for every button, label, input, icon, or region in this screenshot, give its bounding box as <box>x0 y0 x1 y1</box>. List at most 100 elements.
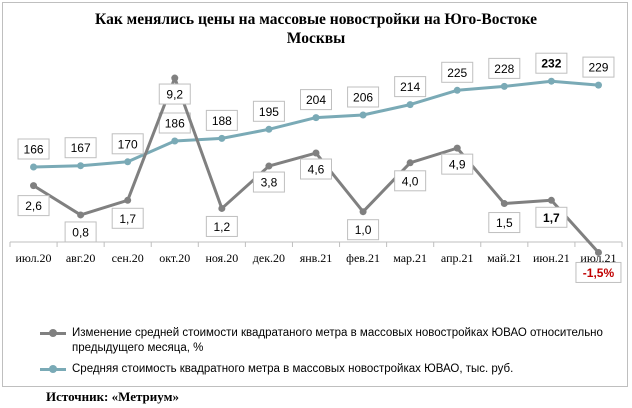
data-label-box-avg-price <box>111 133 144 155</box>
data-point-percent-change <box>171 74 179 82</box>
data-point-percent-change <box>594 248 602 256</box>
data-label-avg-price: 214 <box>400 80 420 94</box>
legend-marker-avg-price <box>49 365 57 373</box>
data-point-avg-price <box>171 137 179 145</box>
data-label-box-percent-change <box>205 215 238 237</box>
source-note: Источник: «Метриум» <box>46 389 179 404</box>
data-label-percent-change: 1,7 <box>543 211 560 225</box>
data-label-percent-change: 1,0 <box>355 223 372 237</box>
data-point-percent-change <box>77 211 85 219</box>
legend-entry-avg-price: Средняя стоимость квадратного метра в ма… <box>36 362 616 377</box>
data-label-avg-price: 186 <box>165 117 185 131</box>
data-label-box-avg-price <box>347 86 380 108</box>
data-label-box-percent-change <box>394 170 427 192</box>
data-label-box-avg-price <box>488 57 521 79</box>
data-point-percent-change <box>124 196 132 204</box>
data-label-box-avg-price <box>252 100 285 122</box>
x-tick-label: апр.21 <box>441 251 474 265</box>
x-tick-label: сен.20 <box>112 251 144 265</box>
x-tick-label: окт.20 <box>159 251 190 265</box>
data-label-box-avg-price <box>535 52 568 74</box>
data-label-percent-change: 0,8 <box>72 225 89 239</box>
chart-frame <box>2 2 628 387</box>
chart-title-line-1: Как менялись цены на массовые новостройк… <box>95 11 537 28</box>
data-point-avg-price <box>124 158 132 166</box>
data-point-percent-change <box>265 162 273 170</box>
data-label-avg-price: 204 <box>306 93 326 107</box>
data-label-box-avg-price <box>205 109 238 131</box>
data-label-box-percent-change <box>575 261 622 283</box>
data-label-percent-change: 4,6 <box>308 163 325 177</box>
data-point-percent-change <box>453 144 461 152</box>
data-label-avg-price: 206 <box>353 91 373 105</box>
data-label-box-percent-change <box>535 206 568 228</box>
data-point-percent-change <box>359 208 367 216</box>
data-label-percent-change: 4,9 <box>449 158 466 172</box>
data-label-box-avg-price <box>582 56 615 78</box>
data-label-percent-change: 4,0 <box>402 174 419 188</box>
data-point-percent-change <box>312 149 320 157</box>
data-label-avg-price: 229 <box>588 61 608 75</box>
data-label-box-percent-change <box>111 207 144 229</box>
data-label-box-avg-price <box>64 137 97 159</box>
x-tick-label: июл.20 <box>15 251 51 265</box>
data-label-box-percent-change <box>347 219 380 241</box>
data-label-box-avg-price <box>17 138 50 160</box>
data-label-avg-price: 170 <box>118 137 138 151</box>
data-label-box-percent-change <box>488 212 521 234</box>
data-point-avg-price <box>30 163 38 171</box>
chart-title-line-2: Москвы <box>286 30 346 47</box>
data-point-avg-price <box>547 77 555 85</box>
legend-entry-percent-change: Изменение средней стоимости квадратаного… <box>36 326 616 356</box>
data-label-avg-price: 228 <box>494 62 514 76</box>
data-point-avg-price <box>359 111 367 119</box>
data-label-percent-change: 1,7 <box>119 212 136 226</box>
data-label-box-percent-change <box>300 158 332 180</box>
data-point-avg-price <box>218 134 226 142</box>
data-point-percent-change <box>547 196 555 204</box>
legend-label-percent-change-line-2: предыдущего месяца, % <box>72 342 204 354</box>
data-label-percent-change: 1,2 <box>214 220 231 234</box>
chart-title: Как менялись цены на массовые новостройк… <box>0 10 632 48</box>
data-label-avg-price: 188 <box>212 114 232 128</box>
data-label-avg-price: 195 <box>259 105 279 119</box>
chart-legend: Изменение средней стоимости квадратаного… <box>36 326 616 381</box>
data-point-percent-change <box>218 204 226 212</box>
x-tick-label: июл.21 <box>580 251 616 265</box>
data-label-box-percent-change <box>64 221 97 243</box>
data-point-avg-price <box>453 86 461 94</box>
data-point-percent-change <box>500 200 508 208</box>
data-label-percent-change: 3,8 <box>261 176 278 190</box>
x-tick-label: янв.21 <box>300 251 333 265</box>
x-tick-label: фев.21 <box>346 251 380 265</box>
x-tick-label: июн.21 <box>533 251 570 265</box>
data-label-box-avg-price <box>300 89 332 111</box>
data-label-avg-price: 232 <box>541 57 561 71</box>
data-label-box-percent-change <box>252 171 285 193</box>
x-tick-label: май.21 <box>487 251 521 265</box>
data-label-box-percent-change <box>441 153 474 175</box>
data-point-percent-change <box>30 182 38 190</box>
x-tick-label: авг.20 <box>66 251 96 265</box>
data-label-avg-price: 166 <box>24 143 44 157</box>
data-point-avg-price <box>594 81 602 89</box>
data-label-box-percent-change <box>158 83 191 105</box>
legend-label-avg-price: Средняя стоимость квадратного метра в ма… <box>72 363 514 375</box>
data-point-avg-price <box>265 125 273 133</box>
data-point-avg-price <box>312 114 320 122</box>
data-label-percent-change: -1,5% <box>583 266 615 280</box>
data-label-percent-change: 1,5 <box>496 216 513 230</box>
data-label-box-percent-change <box>17 195 50 217</box>
x-tick-label: ноя.20 <box>205 251 238 265</box>
data-label-avg-price: 225 <box>447 66 467 80</box>
chart-plot: июл.20 авг.20 сен.20 окт.20 ноя.20 дек.20 янв.… <box>9 52 623 283</box>
legend-marker-percent-change <box>49 329 57 337</box>
data-label-percent-change: 2,6 <box>25 199 42 213</box>
legend-label-percent-change-line-1: Изменение средней стоимости квадратаного… <box>72 327 603 339</box>
data-point-avg-price <box>77 162 85 170</box>
x-tick-label: мар.21 <box>393 251 427 265</box>
x-tick-label: дек.20 <box>253 251 285 265</box>
data-label-avg-price: 167 <box>71 141 91 155</box>
data-label-box-avg-price <box>441 61 474 83</box>
data-label-box-avg-price <box>394 76 427 98</box>
